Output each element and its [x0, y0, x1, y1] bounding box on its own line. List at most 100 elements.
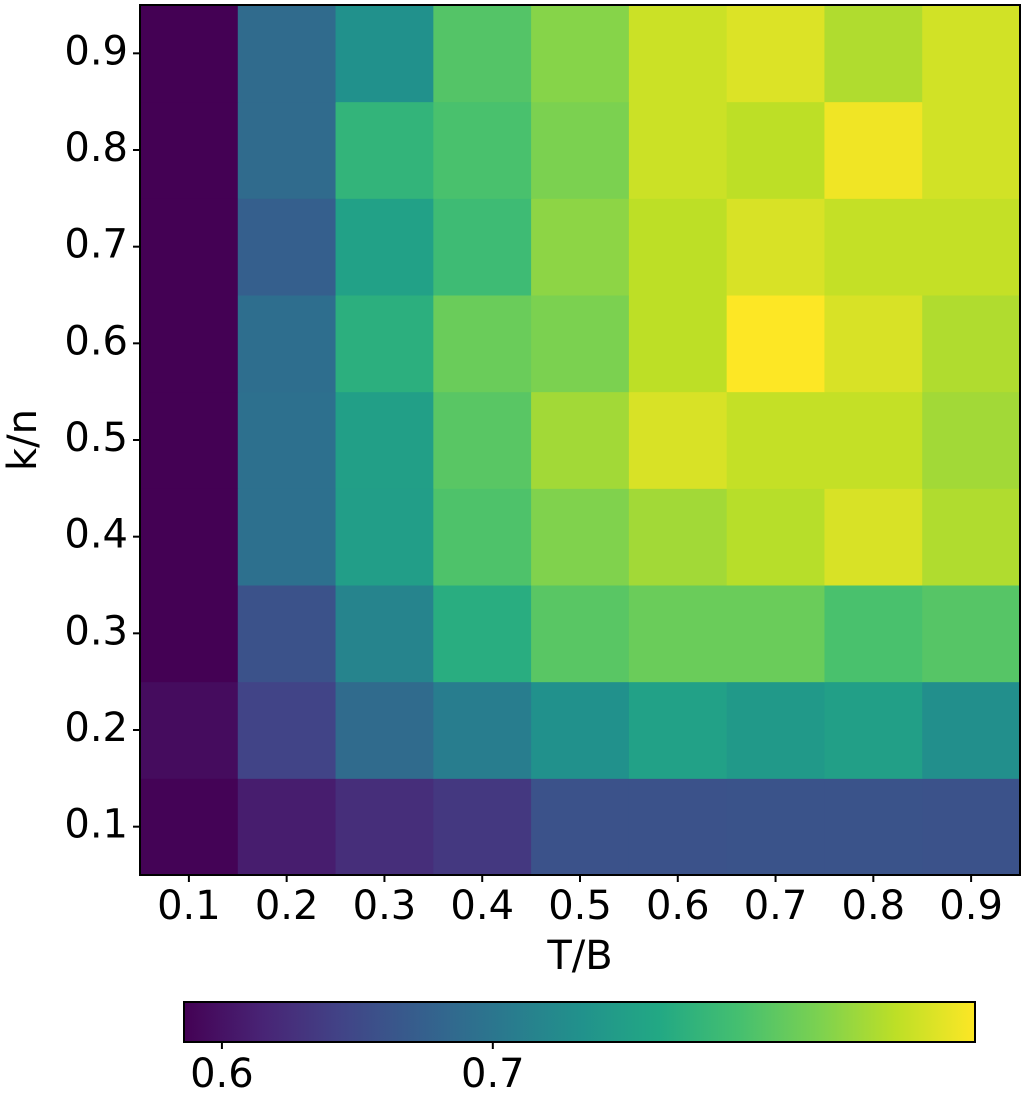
heatmap-cell [335, 391, 434, 489]
heatmap-cell [433, 295, 532, 393]
heatmap-cell [237, 5, 337, 103]
heatmap-cell [335, 488, 434, 586]
heatmap-cell [335, 198, 434, 296]
heatmap-cell [726, 295, 825, 393]
heatmap-cell [237, 391, 337, 489]
heatmap-cell [824, 198, 923, 296]
heatmap-cell [922, 101, 1021, 199]
heatmap-cell [140, 585, 239, 683]
x-tick-label: 0.8 [842, 883, 906, 929]
heatmap-cell [531, 778, 630, 876]
colorbar-tick-label: 0.7 [461, 1051, 525, 1097]
x-tick-label: 0.4 [450, 883, 514, 929]
heatmap-cell [922, 778, 1021, 876]
heatmap-cell [726, 101, 825, 199]
heatmap-cell [922, 391, 1021, 489]
colorbar [183, 1001, 976, 1043]
heatmap-cell [628, 5, 728, 103]
heatmap-cell [628, 681, 728, 779]
heatmap-cell [335, 585, 434, 683]
y-tick-label: 0.1 [64, 802, 128, 848]
heatmap-cell [140, 295, 239, 393]
heatmap-cell [433, 5, 532, 103]
heatmap-cell [922, 681, 1021, 779]
heatmap-cell [824, 488, 923, 586]
heatmap-cell [237, 778, 337, 876]
x-tick-label: 0.2 [255, 883, 319, 929]
heatmap-cell [433, 101, 532, 199]
y-tick-label: 0.2 [64, 705, 128, 751]
heatmap-cells [140, 5, 1021, 876]
y-tick-label: 0.3 [64, 608, 128, 654]
heatmap-cell [531, 101, 630, 199]
heatmap-cell [237, 681, 337, 779]
heatmap-cell [922, 198, 1021, 296]
heatmap-cell [726, 5, 825, 103]
heatmap-cell [628, 101, 728, 199]
x-tick-label: 0.5 [548, 883, 612, 929]
heatmap-cell [531, 488, 630, 586]
heatmap-cell [628, 585, 728, 683]
heatmap-cell [140, 5, 239, 103]
heatmap-cell [433, 198, 532, 296]
x-tick-label: 0.3 [353, 883, 417, 929]
heatmap-cell [433, 391, 532, 489]
y-tick-label: 0.4 [64, 512, 128, 558]
heatmap-cell [628, 778, 728, 876]
heatmap-cell [824, 585, 923, 683]
heatmap-cell [531, 391, 630, 489]
heatmap-cell [433, 778, 532, 876]
heatmap-cell [922, 5, 1021, 103]
x-tick-label: 0.7 [744, 883, 808, 929]
heatmap-cell [433, 488, 532, 586]
heatmap-cell [531, 681, 630, 779]
heatmap-cell [335, 101, 434, 199]
heatmap-cell [922, 585, 1021, 683]
heatmap-cell [531, 5, 630, 103]
heatmap-cell [335, 778, 434, 876]
heatmap-cell [140, 778, 239, 876]
heatmap-cell [237, 295, 337, 393]
heatmap-cell [140, 488, 239, 586]
heatmap-cell [726, 585, 825, 683]
heatmap-cell [237, 585, 337, 683]
heatmap-cell [628, 488, 728, 586]
heatmap-cell [335, 295, 434, 393]
y-tick-label: 0.9 [64, 28, 128, 74]
x-tick-label: 0.6 [646, 883, 710, 929]
y-tick-label: 0.7 [64, 222, 128, 268]
heatmap-cell [628, 198, 728, 296]
heatmap-cell [824, 778, 923, 876]
heatmap-cell [531, 198, 630, 296]
heatmap-cell [824, 681, 923, 779]
heatmap-cell [237, 488, 337, 586]
heatmap-cell [922, 295, 1021, 393]
heatmap-cell [824, 101, 923, 199]
x-tick-label: 0.1 [157, 883, 221, 929]
heatmap-cell [335, 681, 434, 779]
heatmap-cell [824, 5, 923, 103]
heatmap-cell [824, 391, 923, 489]
y-tick-label: 0.8 [64, 125, 128, 171]
heatmap-cell [140, 391, 239, 489]
heatmap-cell [237, 198, 337, 296]
heatmap-cell [335, 5, 434, 103]
y-tick-label: 0.5 [64, 415, 128, 461]
heatmap-cell [628, 391, 728, 489]
heatmap-cell [922, 488, 1021, 586]
heatmap-cell [726, 778, 825, 876]
heatmap-cell [140, 198, 239, 296]
heatmap-cell [433, 681, 532, 779]
x-axis-label: T/B [546, 933, 612, 979]
heatmap-cell [531, 585, 630, 683]
heatmap-cell [237, 101, 337, 199]
y-tick-label: 0.6 [64, 318, 128, 364]
heatmap-cell [726, 488, 825, 586]
heatmap-cell [433, 585, 532, 683]
heatmap-cell [140, 101, 239, 199]
heatmap-cell [824, 295, 923, 393]
heatmap-cell [726, 198, 825, 296]
heatmap-cell [628, 295, 728, 393]
heatmap-cell [531, 295, 630, 393]
